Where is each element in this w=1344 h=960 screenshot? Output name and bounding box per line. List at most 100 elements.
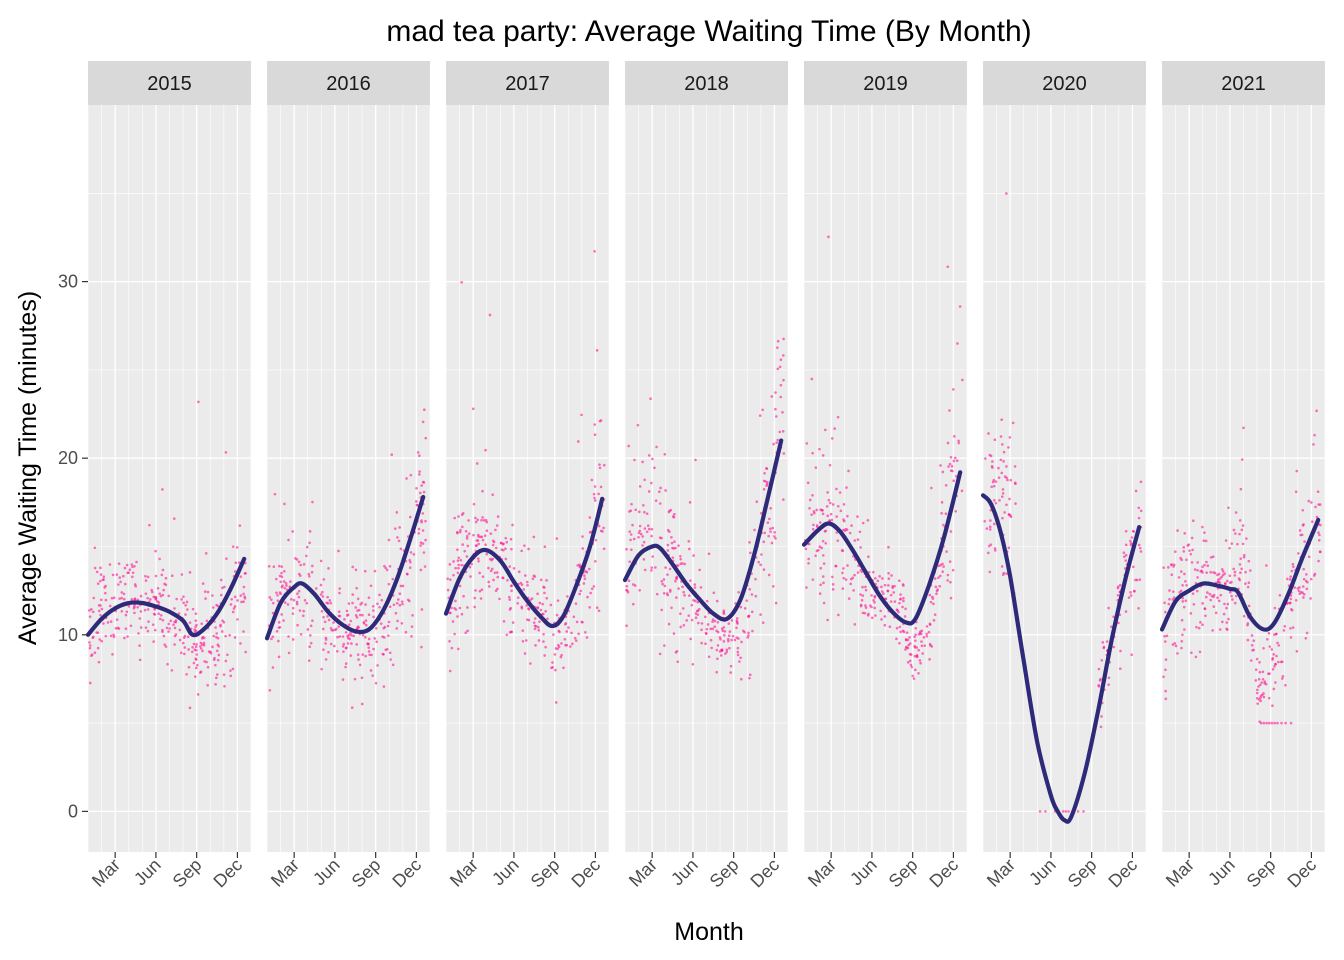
data-point	[1218, 581, 1222, 584]
data-point	[666, 543, 670, 547]
data-point	[1228, 591, 1232, 594]
data-point	[1315, 409, 1318, 413]
data-point	[901, 605, 904, 609]
data-point	[129, 624, 133, 628]
data-point	[1303, 540, 1306, 543]
data-point	[239, 642, 242, 645]
data-point	[450, 606, 453, 610]
data-point	[1127, 596, 1131, 599]
data-point	[452, 560, 455, 563]
data-point	[529, 662, 532, 665]
data-point	[593, 250, 596, 253]
data-point	[280, 613, 283, 616]
data-point	[1201, 525, 1204, 529]
data-point	[922, 636, 926, 639]
data-point	[696, 600, 700, 604]
data-point	[699, 586, 703, 589]
data-point	[660, 608, 664, 612]
data-point	[1181, 583, 1184, 587]
data-point	[400, 600, 404, 603]
data-point	[272, 565, 276, 569]
data-point	[344, 662, 348, 665]
data-point	[185, 672, 188, 676]
data-point	[1272, 653, 1275, 656]
data-point	[1105, 640, 1109, 643]
data-point	[782, 378, 785, 382]
data-point	[417, 527, 421, 531]
data-point	[487, 580, 491, 584]
data-point	[369, 584, 373, 588]
data-point	[88, 641, 91, 644]
data-point	[765, 466, 768, 470]
data-point	[194, 619, 198, 622]
data-point	[150, 590, 154, 594]
data-point	[478, 589, 482, 593]
data-point	[829, 512, 833, 516]
data-point	[731, 634, 735, 638]
data-point	[1294, 598, 1298, 602]
data-point	[1122, 551, 1126, 555]
data-point	[663, 644, 666, 647]
data-point	[831, 575, 834, 579]
data-point	[632, 583, 635, 586]
data-point	[193, 675, 197, 678]
data-point	[914, 639, 917, 642]
data-point	[638, 589, 641, 592]
data-point	[453, 516, 456, 520]
data-point	[650, 534, 653, 538]
data-point	[97, 609, 101, 613]
data-point	[473, 605, 477, 609]
data-point	[309, 624, 313, 628]
data-point	[320, 609, 324, 613]
data-point	[376, 602, 379, 606]
data-point	[1191, 548, 1194, 552]
data-point	[285, 584, 288, 587]
data-point	[1242, 426, 1245, 430]
data-point	[187, 648, 190, 651]
data-point	[397, 539, 401, 543]
data-point	[841, 587, 845, 590]
data-point	[1233, 574, 1237, 577]
data-point	[1137, 516, 1141, 520]
data-point	[679, 612, 682, 616]
data-point	[172, 517, 176, 520]
data-point	[906, 661, 910, 664]
data-point	[1297, 589, 1301, 593]
data-point	[195, 653, 199, 656]
data-point	[570, 631, 573, 635]
data-point	[769, 506, 772, 510]
data-point	[424, 519, 427, 523]
data-point	[1011, 421, 1015, 425]
data-point	[685, 619, 688, 622]
data-point	[650, 481, 653, 485]
data-point	[110, 596, 114, 600]
data-point	[759, 563, 762, 567]
data-point	[1061, 810, 1065, 813]
data-point	[1289, 636, 1293, 639]
data-point	[133, 597, 137, 601]
x-tick-label: Dec	[746, 855, 783, 892]
data-point	[409, 551, 413, 554]
data-point	[154, 549, 157, 553]
data-point	[1204, 614, 1207, 618]
data-point	[853, 573, 856, 577]
data-point	[774, 537, 777, 540]
data-point	[629, 533, 633, 536]
data-point	[232, 607, 236, 610]
data-point	[589, 591, 592, 595]
data-point	[1271, 704, 1274, 707]
data-point	[675, 596, 678, 599]
data-point	[512, 567, 516, 570]
data-point	[200, 622, 203, 626]
data-point	[653, 466, 656, 470]
data-point	[271, 666, 275, 669]
data-point	[584, 570, 588, 573]
data-point	[337, 610, 341, 613]
data-point	[864, 585, 867, 589]
data-point	[1164, 689, 1167, 693]
data-point	[1221, 620, 1224, 624]
data-point	[1288, 601, 1292, 605]
data-point	[814, 554, 817, 558]
data-point	[191, 607, 195, 611]
data-point	[727, 639, 730, 643]
